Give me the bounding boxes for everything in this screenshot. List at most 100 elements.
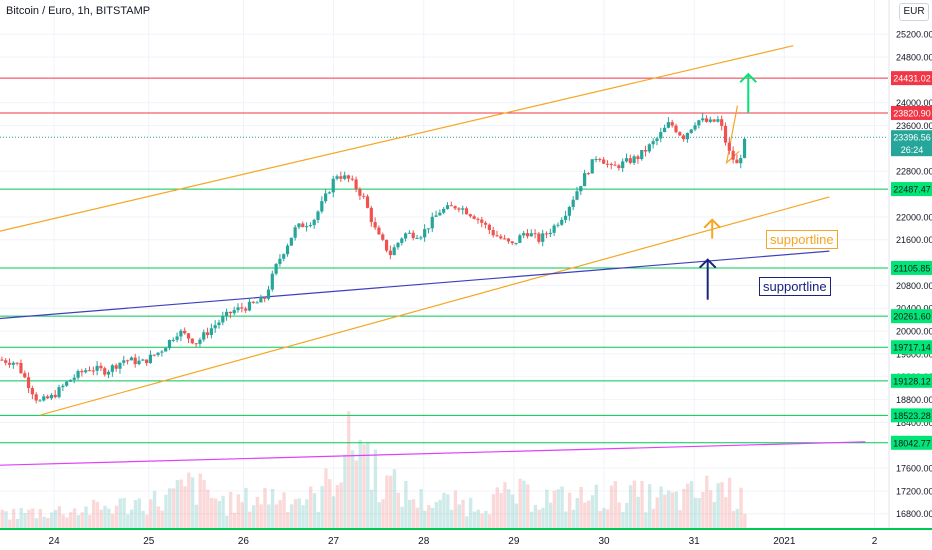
candle-body [354, 179, 358, 190]
volume-bar [678, 510, 682, 528]
candle-body [125, 360, 130, 362]
volume-bar [198, 473, 202, 528]
green-up-arrow-head [739, 72, 757, 83]
candle-body [373, 222, 377, 228]
y-tick-label: 22000.00 [896, 212, 932, 222]
volume-bar [567, 492, 572, 528]
candle-body [320, 201, 324, 212]
candle-body [563, 215, 568, 220]
candle-body [613, 164, 617, 166]
candle-body [240, 307, 244, 309]
currency-button[interactable]: EUR [899, 3, 929, 21]
candle-body [26, 377, 31, 389]
volume-bar [647, 484, 652, 528]
candle-body [171, 339, 175, 341]
volume-bar [107, 508, 111, 528]
candle-body [583, 173, 587, 187]
volume-bar [149, 499, 153, 528]
candle-body [556, 224, 560, 226]
candle-body [423, 229, 427, 238]
candle-body [335, 176, 339, 179]
y-tick-label: 20000.00 [896, 327, 932, 337]
candle-body [518, 235, 522, 243]
volume-bar [343, 454, 347, 528]
volume-bar [693, 497, 698, 528]
candle-body [640, 150, 644, 160]
volume-bar [449, 509, 454, 528]
level-price-label: 22487.47 [893, 185, 931, 195]
volume-bar [606, 509, 610, 528]
volume-bar [141, 510, 145, 528]
candle-body [483, 222, 488, 225]
volume-bar [27, 509, 31, 528]
candle-body [137, 360, 141, 365]
volume-bar [137, 498, 142, 528]
chart-title: Bitcoin / Euro, 1h, BITSTAMP [6, 5, 151, 17]
volume-bar [686, 483, 690, 528]
y-tick-label: 16800.00 [896, 509, 932, 519]
candle-body [358, 189, 362, 196]
candle-body [723, 125, 728, 143]
volume-bar [350, 450, 355, 528]
candle-body [202, 332, 206, 340]
volume-bar [453, 490, 458, 528]
volume-bar [103, 505, 107, 528]
volume-bar [617, 502, 621, 528]
candle-body [739, 157, 743, 164]
volume-bar [76, 514, 81, 528]
volume-bar [727, 477, 732, 528]
volume-bar [480, 513, 484, 528]
level-price-tag [891, 435, 932, 450]
volume-bar [655, 497, 659, 528]
volume-bars [0, 411, 747, 528]
volume-bar [61, 514, 65, 528]
y-tick-label: 17600.00 [896, 464, 932, 474]
volume-bar [339, 482, 343, 528]
volume-bar [743, 513, 747, 528]
volume-bar [354, 460, 359, 528]
candle-body [369, 207, 373, 223]
candle-body [324, 193, 328, 202]
volume-bar [697, 498, 701, 528]
candle-body [449, 205, 453, 207]
last-price-label: 23396.56 [893, 133, 931, 143]
volume-bar [46, 517, 50, 528]
volume-bar [388, 475, 393, 528]
candle-body [270, 273, 274, 290]
candle-body [655, 138, 659, 142]
level-price-tag [891, 182, 932, 197]
candle-body [15, 362, 19, 364]
candle-body [647, 144, 651, 152]
x-tick-label: 2 [872, 536, 878, 547]
volume-bar [331, 496, 336, 528]
y-tick-label: 22800.00 [896, 167, 932, 177]
candle-body [228, 311, 233, 314]
candle-body [365, 196, 370, 208]
candle-body [278, 258, 282, 264]
volume-bar [644, 512, 648, 528]
candle-body [621, 161, 625, 169]
x-tick-label: 2021 [773, 536, 796, 547]
candle-body [362, 195, 366, 197]
candle-body [308, 225, 312, 227]
candle-body [510, 241, 514, 244]
volume-bar [308, 486, 313, 528]
candle-body [533, 233, 537, 235]
volume-bar [522, 480, 526, 528]
volume-bar [217, 500, 221, 528]
volume-bar [594, 484, 599, 528]
candle-body [525, 233, 530, 237]
candle-body [704, 118, 709, 122]
volume-bar [625, 502, 629, 528]
candle-body [198, 339, 202, 344]
volume-bar [160, 510, 164, 528]
volume-bar [126, 514, 130, 528]
volume-bar [110, 513, 115, 528]
candle-body [179, 330, 183, 337]
candle-body [30, 388, 34, 395]
candle-body [548, 232, 552, 235]
y-tick-label: 23600.00 [896, 121, 932, 131]
volume-bar [369, 489, 374, 528]
level-price-label: 18523.28 [893, 411, 931, 421]
